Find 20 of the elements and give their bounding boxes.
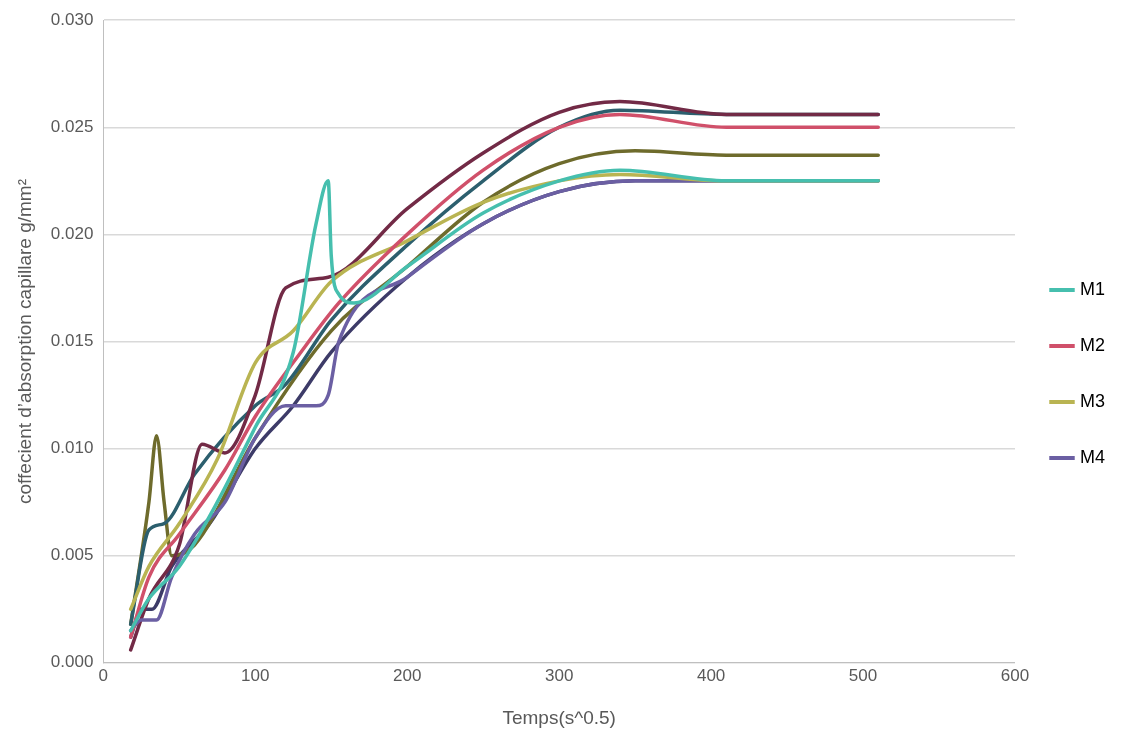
x-tick-label: 500 <box>848 665 878 685</box>
x-axis-title: Temps(s^0.5) <box>502 706 616 728</box>
y-tick-label: 0.010 <box>50 438 94 458</box>
legend-label: M3 <box>1080 390 1106 411</box>
y-tick-label: 0.005 <box>50 545 94 565</box>
legend-label: M2 <box>1080 334 1106 355</box>
y-tick-label: 0.030 <box>50 9 94 29</box>
y-tick-label: 0.025 <box>50 116 94 136</box>
x-tick-label: 100 <box>241 665 270 685</box>
y-tick-label: 0.015 <box>50 331 94 351</box>
x-tick-label: 600 <box>1000 665 1030 685</box>
y-axis-title: coffecient d’absorption capillare g/mm² <box>13 179 35 504</box>
legend-label: M1 <box>1080 278 1106 299</box>
x-tick-label: 400 <box>696 665 726 685</box>
y-tick-label: 0.020 <box>50 224 94 244</box>
x-tick-label: 300 <box>544 665 574 685</box>
legend-label: M4 <box>1080 446 1106 467</box>
x-tick-label: 200 <box>393 665 422 685</box>
x-tick-label: 0 <box>98 665 109 685</box>
y-tick-label: 0.000 <box>50 652 94 672</box>
